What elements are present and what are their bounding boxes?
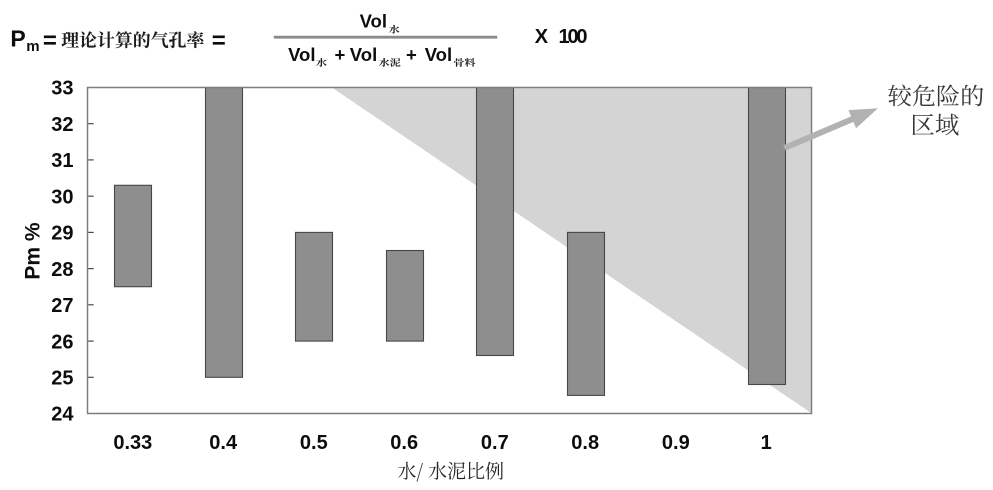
svg-text:=: = <box>43 27 57 54</box>
svg-text:32: 32 <box>51 114 73 136</box>
svg-text:=: = <box>212 27 226 54</box>
svg-text:31: 31 <box>51 150 73 172</box>
svg-text:27: 27 <box>51 295 73 317</box>
svg-text:33: 33 <box>51 78 73 100</box>
svg-text:30: 30 <box>51 186 73 208</box>
svg-text:0.4: 0.4 <box>209 432 238 454</box>
svg-text:Vol: Vol <box>360 11 387 32</box>
svg-text:24: 24 <box>51 404 74 426</box>
svg-text:25: 25 <box>51 368 73 390</box>
svg-text:0.5: 0.5 <box>300 432 328 454</box>
svg-text:0.6: 0.6 <box>390 432 418 454</box>
svg-text:+: + <box>406 44 417 65</box>
svg-text:Vol: Vol <box>425 44 452 65</box>
svg-text:28: 28 <box>51 259 73 281</box>
svg-text:m: m <box>26 38 39 55</box>
svg-text:Vol: Vol <box>288 44 315 65</box>
svg-text:26: 26 <box>51 331 73 353</box>
svg-text:0.9: 0.9 <box>662 432 690 454</box>
svg-text:P: P <box>10 26 25 52</box>
svg-text:Vol: Vol <box>350 44 377 65</box>
svg-text:0.33: 0.33 <box>113 432 152 454</box>
svg-text:X: X <box>535 26 549 48</box>
svg-text:29: 29 <box>51 223 73 245</box>
svg-text:0.8: 0.8 <box>571 432 599 454</box>
svg-text:1: 1 <box>761 432 772 454</box>
svg-text:100: 100 <box>559 26 588 48</box>
svg-text:Pm %: Pm % <box>22 222 45 280</box>
svg-text:+: + <box>335 44 346 65</box>
svg-text:0.7: 0.7 <box>481 432 509 454</box>
